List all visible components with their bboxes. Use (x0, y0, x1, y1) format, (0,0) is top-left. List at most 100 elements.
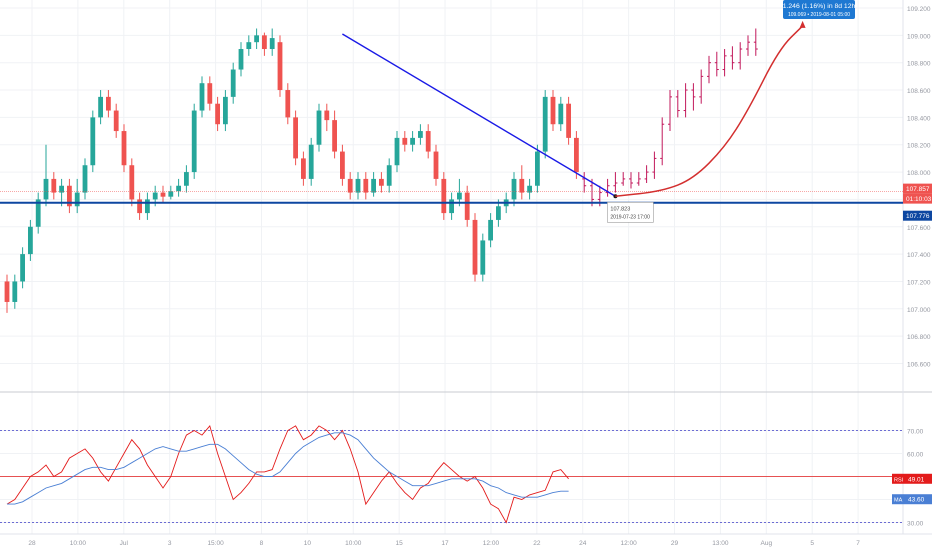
candle (90, 110, 96, 173)
candle (293, 110, 298, 166)
candle (207, 76, 213, 111)
price-tick-label: 108.600 (907, 88, 931, 95)
candle (137, 192, 142, 220)
time-tick-label: 29 (671, 540, 679, 547)
candle (191, 103, 197, 179)
price-tick-label: 109.200 (907, 6, 931, 13)
price-tick-label: 108.800 (907, 61, 931, 68)
projected-bar (683, 83, 688, 118)
candle (480, 233, 486, 282)
candle-body (566, 103, 571, 138)
candle (386, 158, 392, 193)
projected-bar (644, 165, 649, 184)
candle-body (535, 151, 540, 186)
candle (324, 103, 330, 132)
rsi-name-label: RSI (894, 477, 904, 483)
candle-body (433, 151, 439, 179)
candle (394, 131, 400, 173)
candle-body (168, 191, 174, 197)
candle-body (488, 219, 493, 241)
candle (379, 172, 384, 193)
rsi-ma-line (7, 432, 569, 505)
candle (449, 192, 454, 220)
candle-body (254, 35, 259, 43)
price-tick-label: 108.400 (907, 115, 931, 122)
candle (106, 90, 111, 118)
candle (550, 90, 556, 132)
candle-body (449, 199, 454, 214)
time-tick-label: 3 (168, 540, 172, 547)
candle-body (441, 178, 447, 214)
price-tick-label: 108.000 (907, 170, 931, 177)
last-price-label: 107.857 (906, 186, 930, 193)
candle-body (20, 254, 25, 282)
candle (262, 32, 267, 56)
time-tick-label: 15:00 (207, 540, 224, 547)
projected-bar (668, 90, 672, 132)
candle (184, 165, 189, 193)
candle-body (4, 281, 10, 302)
rsi-line (6, 424, 569, 524)
candle (511, 172, 517, 207)
projected-bar (707, 55, 711, 84)
candle (308, 137, 314, 186)
time-tick-label: 15 (396, 540, 404, 547)
pivot-label-box (607, 202, 654, 223)
candle-body (519, 178, 525, 193)
candle-body (43, 178, 49, 200)
projected-bar (746, 35, 750, 56)
candle-body (262, 35, 267, 50)
time-tick-label: 22 (533, 540, 541, 547)
candle (98, 90, 103, 125)
candle (74, 178, 80, 214)
support-price-label: 107.776 (906, 213, 930, 220)
candle-body (574, 137, 579, 173)
candle (82, 158, 88, 200)
candles (4, 28, 758, 313)
candle-body (121, 131, 127, 166)
price-tick-label: 107.000 (907, 307, 931, 314)
rsi-name-bg (892, 473, 903, 484)
rsi-value-bg (903, 473, 932, 484)
rsi-value-label: 49.01 (908, 476, 925, 483)
candle-body (199, 83, 205, 111)
countdown-label-bg (903, 193, 932, 204)
candle-body (386, 165, 392, 186)
time-tick-label: 28 (28, 540, 36, 547)
time-tick-label: 10:00 (345, 540, 362, 547)
drawings: 107.823 2019-07-23 17:00 1.246 (1.16%) in … (0, 0, 903, 223)
candle-body (90, 117, 96, 166)
projected-bar (613, 172, 618, 193)
candle-body (160, 192, 166, 197)
projected-bar (660, 117, 665, 166)
price-tick-label: 109.000 (907, 33, 931, 40)
projection-path[interactable] (615, 25, 804, 198)
candle-body (371, 178, 376, 193)
candle-body (246, 42, 252, 50)
countdown-label: 01:10:03 (906, 196, 932, 203)
time-tick-label: 8 (260, 540, 264, 547)
time-tick-label: 17 (441, 540, 449, 547)
candle-body (496, 206, 501, 220)
candle (238, 42, 244, 77)
time-tick-label: 10:00 (70, 540, 87, 547)
candle (527, 178, 532, 200)
candle (199, 76, 205, 118)
projected-bar (699, 69, 704, 104)
candle (402, 131, 408, 152)
candle (574, 131, 579, 179)
price-tick-label: 108.200 (907, 143, 931, 150)
candle-body (106, 96, 111, 111)
candle-body (332, 120, 337, 152)
candle-body (464, 192, 470, 220)
rsi-tick-label: 30.00 (907, 521, 924, 528)
candle (176, 178, 181, 197)
price-tick-label: 107.200 (907, 279, 931, 286)
candle (340, 144, 345, 186)
candle (43, 144, 49, 207)
candle-body (480, 240, 486, 275)
trend-line[interactable] (342, 33, 616, 197)
candle-body (12, 281, 18, 302)
